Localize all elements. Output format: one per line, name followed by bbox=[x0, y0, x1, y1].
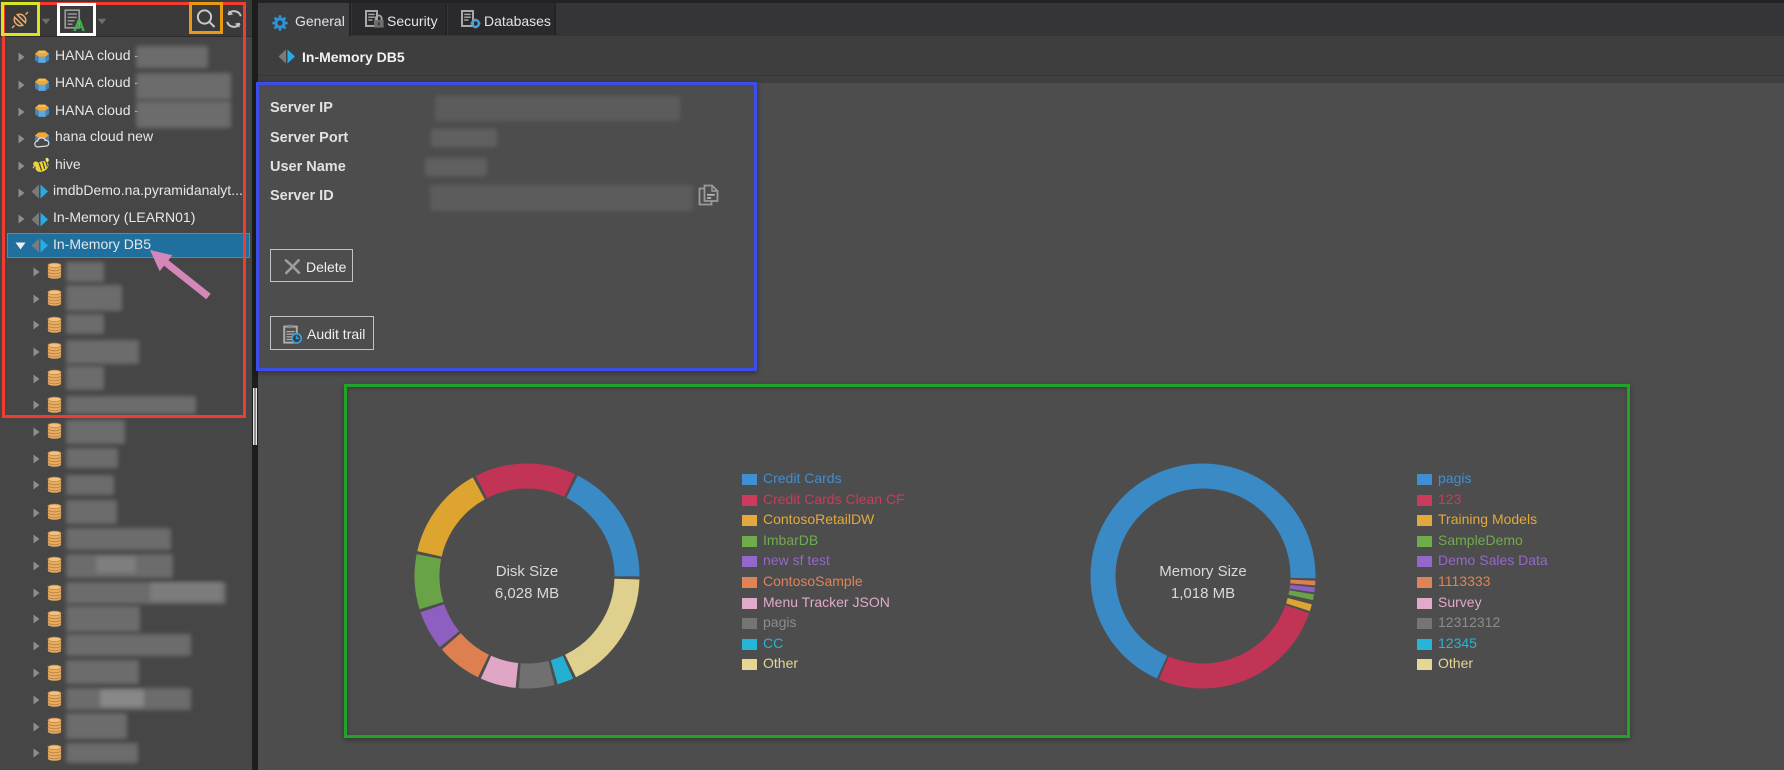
svg-text:A: A bbox=[73, 16, 85, 32]
